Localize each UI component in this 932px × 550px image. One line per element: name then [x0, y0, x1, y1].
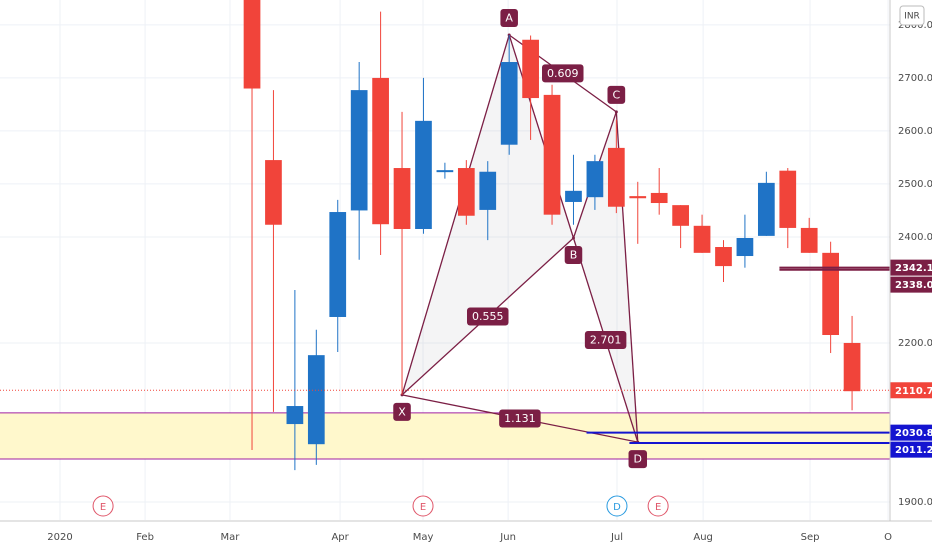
y-tick-label: 2200.00 [898, 338, 932, 349]
candle-body [457, 168, 475, 216]
candle-body [650, 192, 668, 204]
x-tick-label: 2020 [47, 532, 72, 543]
candle-body [629, 196, 647, 199]
candle-body [843, 342, 861, 392]
ratio-label-bg [542, 64, 584, 83]
candle-body [757, 182, 775, 236]
price-label: 2030.80 [895, 428, 932, 439]
event-label: D [613, 502, 621, 513]
candle-body [822, 252, 839, 336]
candle-body [436, 170, 454, 173]
x-tick-label: Aug [693, 532, 713, 543]
pattern-point-label: B [570, 249, 578, 262]
candle-body [565, 190, 582, 202]
pattern-point-label-bg [393, 402, 411, 421]
zone [0, 412, 890, 460]
price-label: 2011.20 [895, 445, 932, 456]
candle-body [307, 355, 325, 445]
price-label-bg [890, 441, 932, 458]
pattern-leg [508, 34, 575, 239]
x-tick-label: Mar [221, 532, 241, 543]
pattern-point [614, 110, 618, 114]
candle-body [350, 90, 368, 211]
y-tick-label: 2400.00 [898, 232, 932, 243]
event-label: E [100, 502, 106, 513]
pattern-point [571, 236, 575, 240]
event-marker[interactable] [647, 495, 669, 517]
candle-body [415, 120, 432, 229]
candle-body [243, 0, 261, 89]
ratio-label-bg [467, 307, 509, 326]
x-tick-label: Jun [499, 532, 516, 543]
candle-body [393, 168, 411, 229]
ratio-label: 0.609 [547, 67, 579, 80]
x-tick-label: Sep [801, 532, 820, 543]
candle-body [329, 212, 347, 317]
price-label-bg [890, 424, 932, 441]
candle-body [693, 225, 711, 253]
price-label: 2342.10 [895, 263, 932, 274]
x-tick-label: Feb [136, 532, 154, 543]
candle-body [372, 77, 389, 225]
candle-body [286, 406, 304, 425]
pattern-point-label-bg [564, 246, 583, 265]
pattern-point-label: X [398, 405, 406, 418]
pattern-point-label: D [634, 453, 642, 466]
pattern-point-label-bg [500, 8, 518, 27]
candle-body [715, 247, 732, 267]
y-tick-label: 1900.00 [898, 497, 932, 508]
price-label: 2338.00 [895, 280, 932, 291]
candle-body [479, 171, 497, 210]
x-tick-label: May [413, 532, 434, 543]
ratio-label: 2.701 [590, 334, 622, 347]
event-marker[interactable] [92, 495, 114, 517]
candle-body [265, 160, 282, 225]
event-label: E [420, 502, 426, 513]
x-tick-label: Jul [610, 532, 623, 543]
candle-body [607, 147, 625, 207]
ratio-label-bg [499, 409, 541, 428]
event-label: E [655, 502, 661, 513]
y-tick-label: 2500.00 [898, 179, 932, 190]
candle-body [736, 238, 754, 257]
event-marker[interactable] [412, 495, 434, 517]
x-tick-label: Apr [331, 532, 349, 543]
currency-badge[interactable] [899, 5, 925, 26]
event-marker[interactable] [606, 495, 628, 517]
candle-body [672, 205, 689, 226]
candle-body [586, 161, 604, 198]
price-label-bg [890, 259, 932, 276]
x-tick-label: O [884, 532, 892, 543]
y-tick-label: 2600.00 [898, 126, 932, 137]
candle-body [543, 94, 561, 215]
pattern-point-label: A [505, 11, 513, 24]
pattern-point-label-bg [628, 450, 648, 469]
currency: INR [904, 12, 920, 22]
candle-body [800, 227, 818, 253]
candle-body [500, 62, 518, 145]
ratio-label: 0.555 [472, 310, 504, 323]
ratio-label-bg [584, 331, 627, 350]
ratio-label: 1.131 [504, 412, 536, 425]
price-label: 2110.75 [895, 386, 932, 397]
pattern-point-label: C [612, 88, 620, 101]
candle-body [779, 170, 797, 228]
candle-body [522, 39, 539, 99]
y-tick-label: 2700.00 [898, 73, 932, 84]
pattern-leg [401, 34, 510, 396]
price-label-bg [890, 382, 932, 399]
pattern-point-label-bg [607, 85, 626, 104]
price-label-bg [890, 276, 932, 293]
